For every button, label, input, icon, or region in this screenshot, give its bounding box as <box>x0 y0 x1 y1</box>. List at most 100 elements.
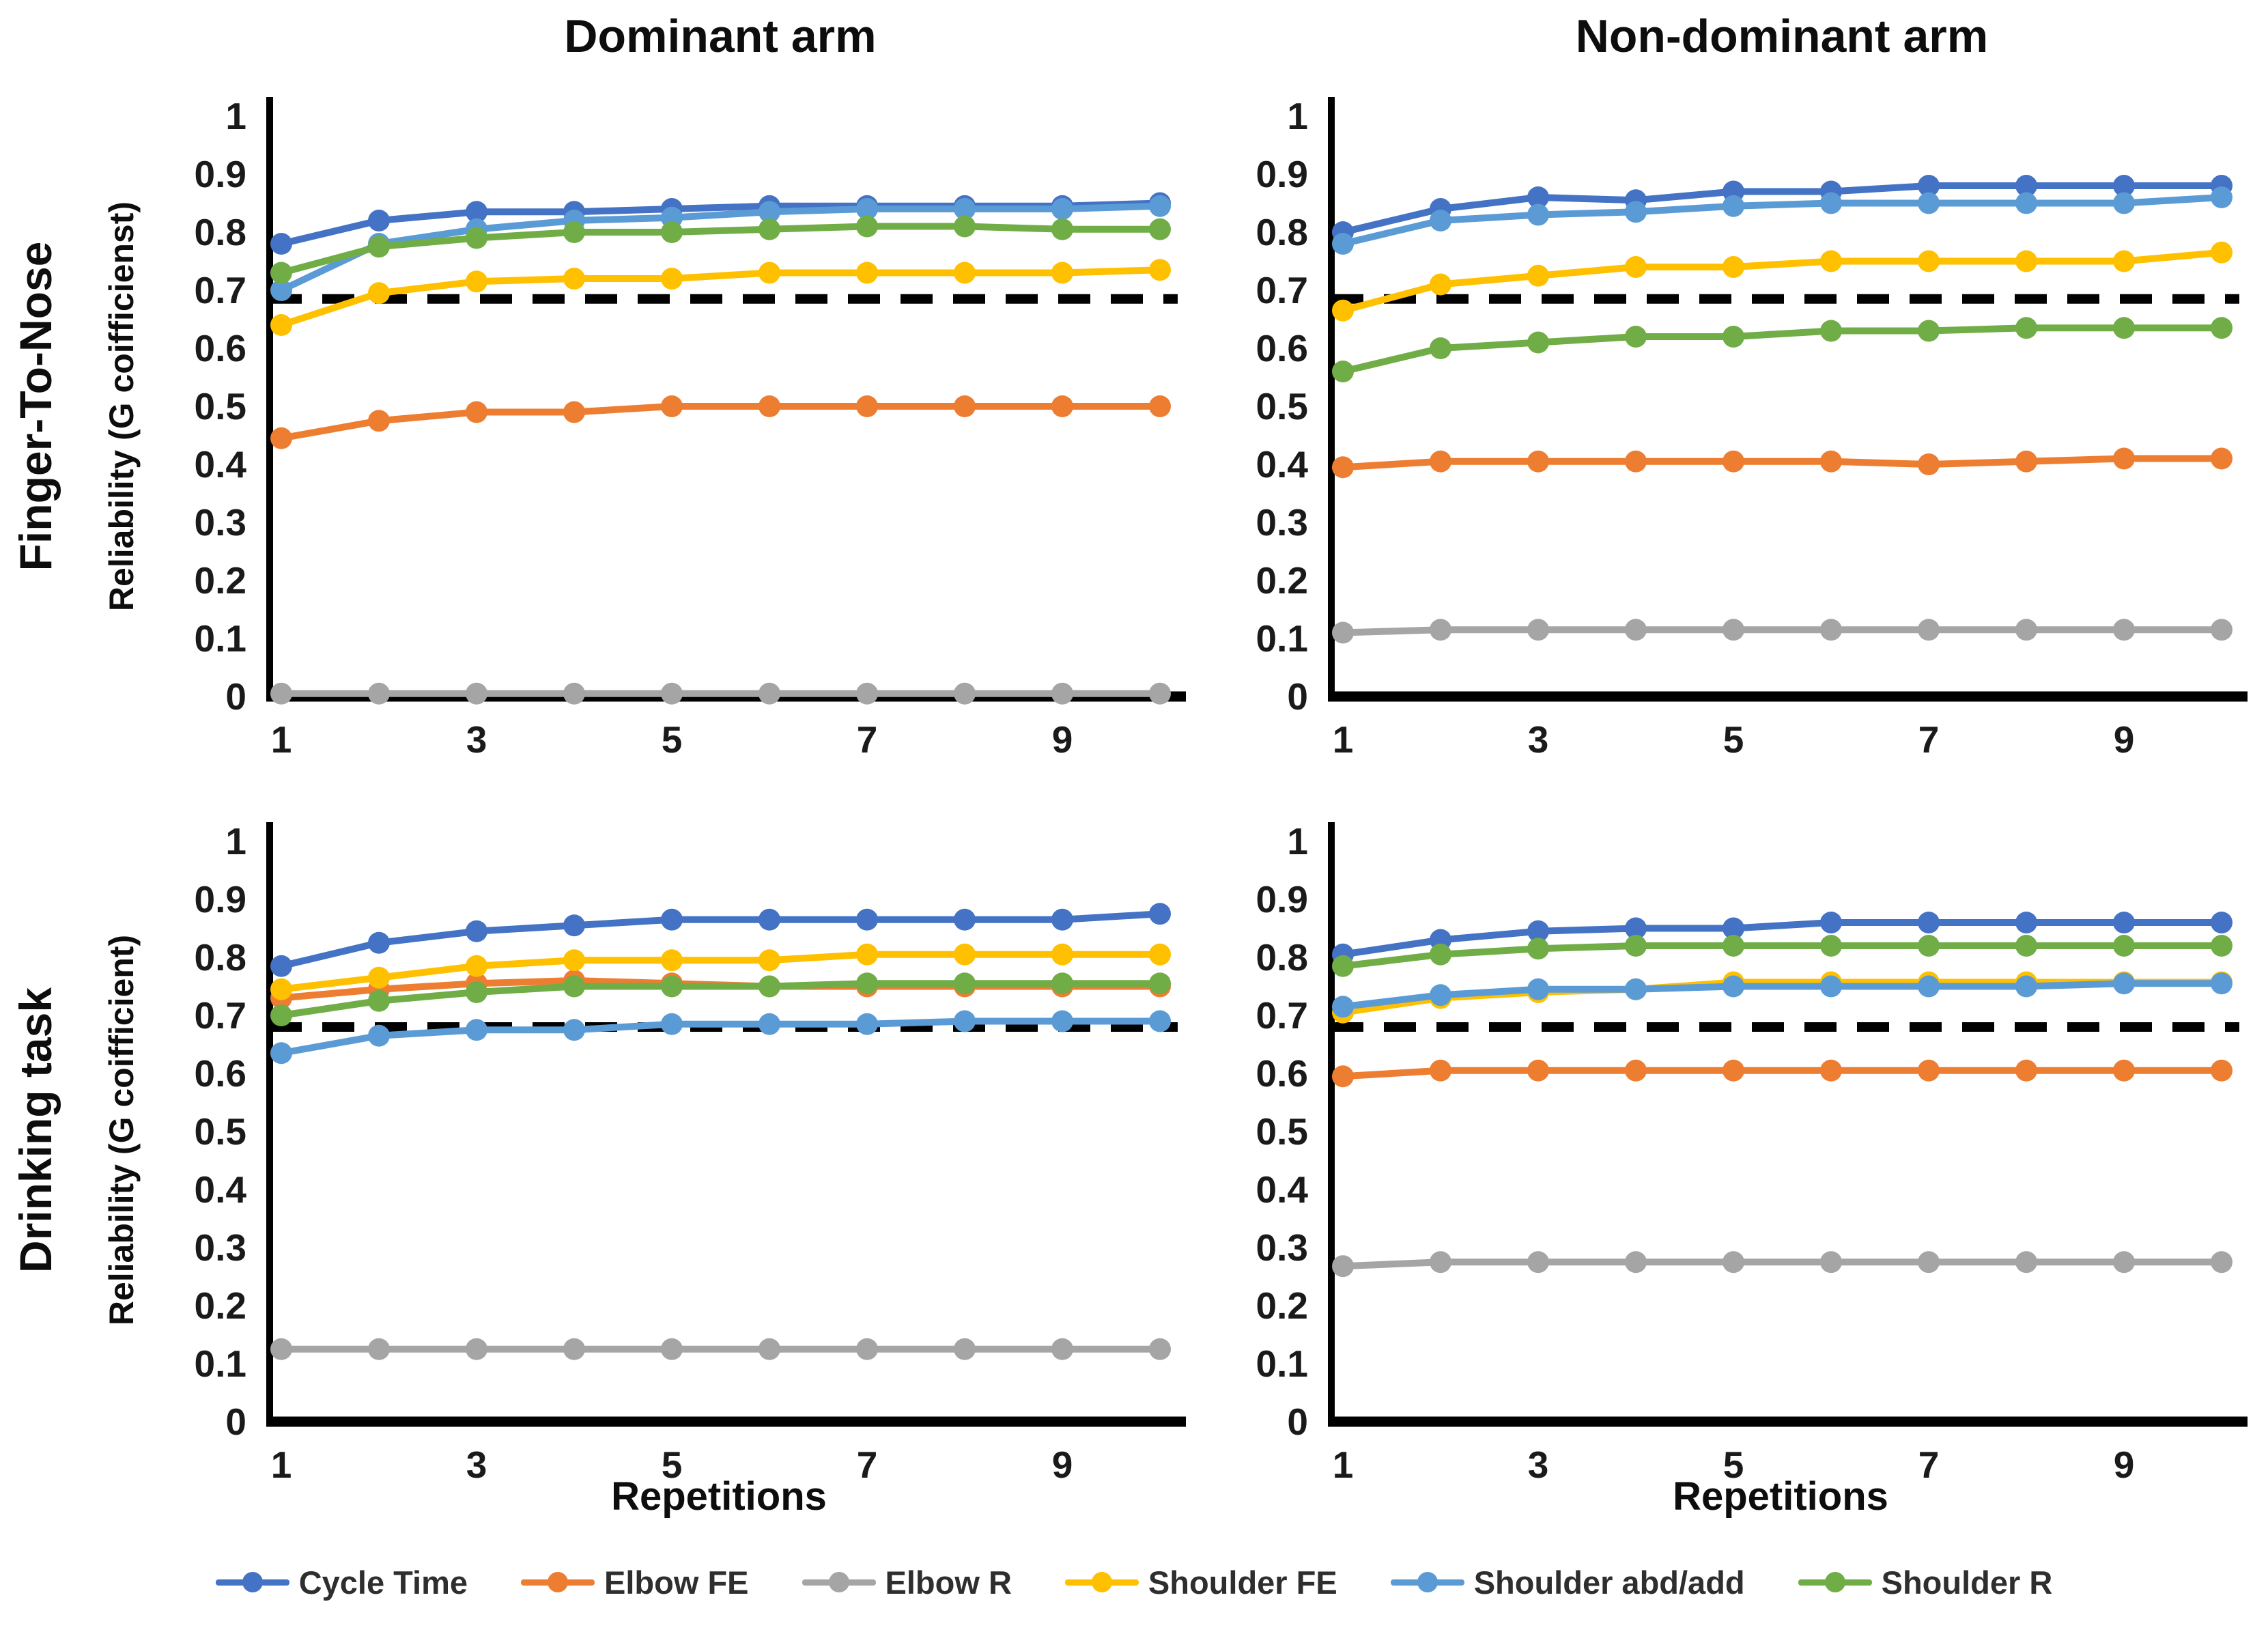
data-point-marker-shoulder-r <box>954 972 976 995</box>
data-point-marker-shoulder-abd-add <box>2015 975 2037 998</box>
data-point-marker-shoulder-fe <box>1723 256 1744 278</box>
data-point-marker-shoulder-r <box>2015 317 2037 339</box>
data-point-marker-shoulder-fe <box>1918 250 1940 272</box>
legend-item-shoulder-abd-add: Shoulder abd/add <box>1390 1564 1745 1601</box>
data-point-marker-shoulder-r <box>1625 935 1647 957</box>
series-line-shoulder-abd-add <box>1339 194 2225 247</box>
y-tick-label: 1 <box>1287 820 1308 862</box>
data-point-marker-shoulder-r <box>1723 935 1744 957</box>
data-point-marker-elbow-fe <box>2211 447 2232 470</box>
data-point-marker-shoulder-abd-add <box>1430 210 1451 231</box>
data-point-marker-elbow-r <box>1527 619 1549 641</box>
data-point-marker-shoulder-abd-add <box>1918 192 1940 214</box>
data-point-marker-elbow-fe <box>2015 450 2037 473</box>
data-point-marker-elbow-fe <box>759 395 780 417</box>
data-point-marker-cycle-time <box>2015 912 2037 933</box>
data-point-marker-cycle-time <box>1527 186 1549 208</box>
data-point-marker-cycle-time <box>1625 917 1647 940</box>
y-tick-label: 0.5 <box>195 385 246 427</box>
series-line-elbow-r <box>1339 626 2225 636</box>
y-tick-label: 0.9 <box>1256 878 1308 920</box>
chart-drinking-task-non-dominant: 10.90.80.70.60.50.40.30.20.101 3 5 7 9 <box>1256 820 2248 1486</box>
data-point-marker-elbow-r <box>563 682 585 705</box>
data-point-marker-shoulder-abd-add <box>759 201 780 223</box>
data-point-marker-elbow-fe <box>2113 447 2135 470</box>
data-point-marker-elbow-r <box>1723 1251 1744 1274</box>
data-point-marker-shoulder-abd-add <box>2211 186 2232 208</box>
series-line-shoulder-r <box>1339 942 2225 970</box>
data-point-marker-shoulder-r <box>1430 337 1451 359</box>
data-point-marker-shoulder-r <box>2113 935 2135 957</box>
series-line-shoulder-fe <box>278 951 1163 993</box>
data-point-marker-elbow-r <box>661 682 683 705</box>
data-point-marker-shoulder-abd-add <box>1820 975 1842 998</box>
column-title-dominant-arm: Dominant arm <box>564 10 877 62</box>
legend-label: Shoulder abd/add <box>1473 1564 1745 1601</box>
data-point-marker-shoulder-fe <box>270 978 292 1000</box>
x-tick-label: 3 <box>466 1444 487 1486</box>
data-point-marker-shoulder-fe <box>368 282 390 305</box>
data-point-marker-shoulder-abd-add <box>563 1019 585 1041</box>
data-point-marker-cycle-time <box>1723 917 1744 940</box>
data-point-marker-elbow-r <box>1820 619 1842 641</box>
x-tick-label: 5 <box>662 718 683 761</box>
data-point-marker-shoulder-fe <box>563 949 585 972</box>
data-point-marker-shoulder-r <box>368 236 390 258</box>
data-point-marker-elbow-fe <box>270 427 292 449</box>
y-tick-label: 0 <box>225 1401 246 1443</box>
data-point-marker-shoulder-abd-add <box>1723 195 1744 217</box>
data-point-marker-shoulder-r <box>1820 320 1842 342</box>
data-point-marker-shoulder-r <box>2211 317 2232 339</box>
data-point-marker-shoulder-abd-add <box>1332 996 1354 1018</box>
y-tick-label: 0.2 <box>1256 559 1308 602</box>
y-tick-label: 0.8 <box>1256 936 1308 979</box>
data-point-marker-cycle-time <box>759 908 780 931</box>
data-point-marker-elbow-r <box>466 1338 487 1360</box>
data-point-marker-shoulder-fe <box>2015 250 2037 272</box>
legend-item-elbow-fe: Elbow FE <box>521 1564 749 1601</box>
y-tick-label: 0.1 <box>1256 1342 1308 1385</box>
data-point-marker-elbow-r <box>1625 1251 1647 1274</box>
data-point-marker-cycle-time <box>563 914 585 937</box>
chart-finger-to-nose-dominant: 10.90.80.70.60.50.40.30.20.101 3 5 7 9 <box>195 95 1186 761</box>
data-point-marker-elbow-r <box>2015 619 2037 641</box>
legend-marker-icon-elbow-fe <box>521 1571 595 1594</box>
data-point-marker-shoulder-r <box>661 975 683 998</box>
data-point-marker-shoulder-r <box>1820 935 1842 957</box>
legend-dot-swatch <box>1417 1572 1438 1592</box>
y-tick-label: 0.2 <box>195 559 246 602</box>
data-point-marker-shoulder-r <box>1430 943 1451 966</box>
data-point-marker-elbow-fe <box>1527 1059 1549 1082</box>
data-point-marker-shoulder-fe <box>270 314 292 336</box>
data-point-marker-elbow-fe <box>1918 1059 1940 1082</box>
data-point-marker-elbow-r <box>1723 619 1744 641</box>
data-point-marker-elbow-fe <box>954 395 976 417</box>
data-point-marker-shoulder-abd-add <box>954 198 976 220</box>
data-point-marker-shoulder-r <box>563 975 585 998</box>
y-tick-label: 0.2 <box>1256 1284 1308 1327</box>
data-point-marker-elbow-fe <box>1625 450 1647 473</box>
x-tick-label: 9 <box>2114 1444 2135 1486</box>
data-point-marker-shoulder-fe <box>954 262 976 284</box>
data-point-marker-shoulder-fe <box>466 955 487 977</box>
y-tick-label: 0.5 <box>1256 385 1308 427</box>
y-tick-label: 0.1 <box>195 1342 246 1385</box>
data-point-marker-elbow-fe <box>466 401 487 423</box>
legend-marker-icon-elbow-r <box>802 1571 876 1594</box>
data-point-marker-cycle-time <box>2211 912 2232 933</box>
data-point-marker-shoulder-fe <box>1149 943 1171 966</box>
data-point-marker-shoulder-fe <box>1820 250 1842 272</box>
data-point-marker-elbow-fe <box>1527 450 1549 473</box>
data-point-marker-cycle-time <box>1527 920 1549 942</box>
data-point-marker-elbow-r <box>1918 619 1940 641</box>
series-line-shoulder-abd-add <box>1339 980 2225 1011</box>
y-tick-label: 0.6 <box>1256 327 1308 369</box>
series-line-elbow-r <box>1339 1258 2225 1270</box>
y-tick-label: 0.1 <box>1256 617 1308 660</box>
data-point-marker-shoulder-abd-add <box>2211 972 2232 995</box>
data-point-marker-shoulder-fe <box>368 966 390 989</box>
y-tick-label: 0.3 <box>195 1226 246 1269</box>
y-tick-label: 0.3 <box>1256 501 1308 544</box>
y-tick-label: 0.3 <box>195 501 246 544</box>
